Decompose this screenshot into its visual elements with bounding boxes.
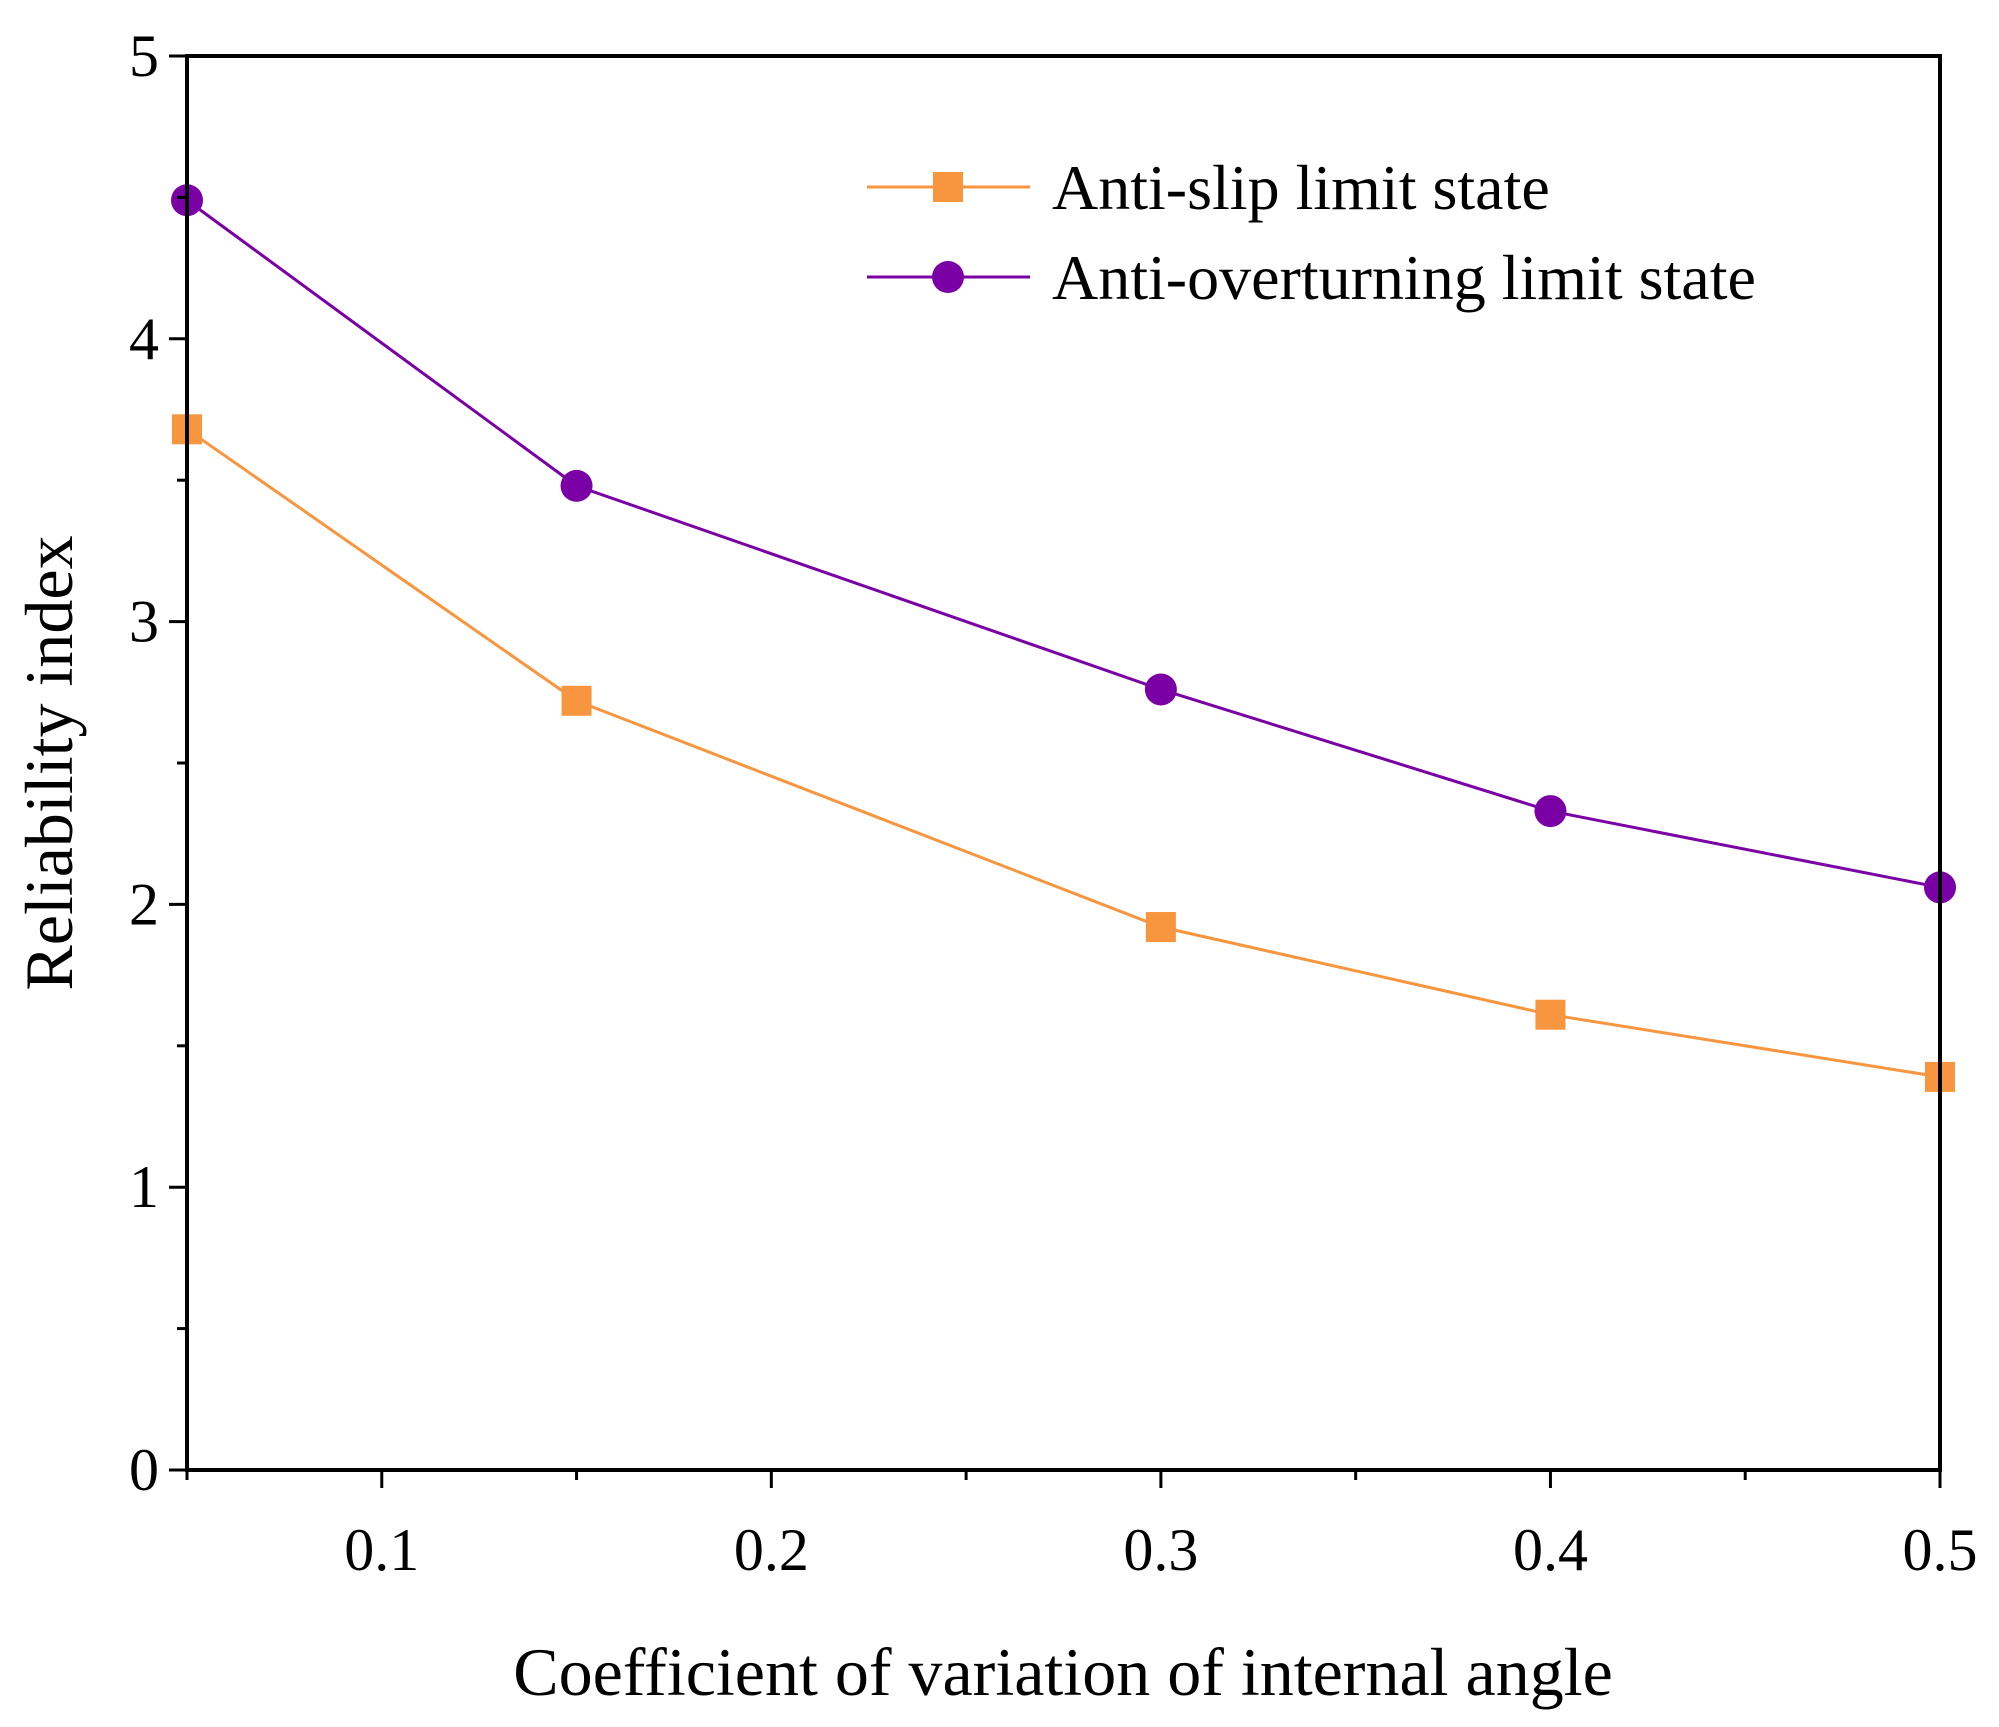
y-tick-label: 0 xyxy=(129,1437,159,1503)
x-tick-label: 0.2 xyxy=(734,1517,809,1583)
y-tick-label: 2 xyxy=(129,871,159,937)
legend-marker xyxy=(932,261,964,293)
data-point xyxy=(561,685,592,716)
x-tick-label: 0.3 xyxy=(1123,1517,1198,1583)
legend-marker xyxy=(933,172,963,202)
x-tick-label: 0.5 xyxy=(1903,1517,1978,1583)
data-point xyxy=(560,469,593,502)
x-tick-label: 0.4 xyxy=(1513,1517,1588,1583)
data-point xyxy=(1145,912,1176,943)
y-tick-label: 1 xyxy=(129,1154,159,1220)
legend-label: Anti-overturning limit state xyxy=(1052,242,1756,313)
data-point xyxy=(1535,999,1566,1030)
y-tick-label: 3 xyxy=(129,589,159,655)
y-tick-label: 5 xyxy=(129,23,159,89)
series-anti-slip xyxy=(172,414,1955,1092)
x-axis-label: Coefficient of variation of internal ang… xyxy=(513,1634,1613,1710)
series-line xyxy=(186,428,1941,1079)
data-point xyxy=(1534,795,1567,828)
x-tick-label: 0.1 xyxy=(344,1517,419,1583)
y-axis-label: Reliability index xyxy=(11,535,87,990)
data-point xyxy=(1144,673,1177,706)
legend: Anti-slip limit state Anti-overturning li… xyxy=(867,152,1756,313)
legend-label: Anti-slip limit state xyxy=(1052,152,1550,223)
y-tick-label: 4 xyxy=(129,306,159,372)
